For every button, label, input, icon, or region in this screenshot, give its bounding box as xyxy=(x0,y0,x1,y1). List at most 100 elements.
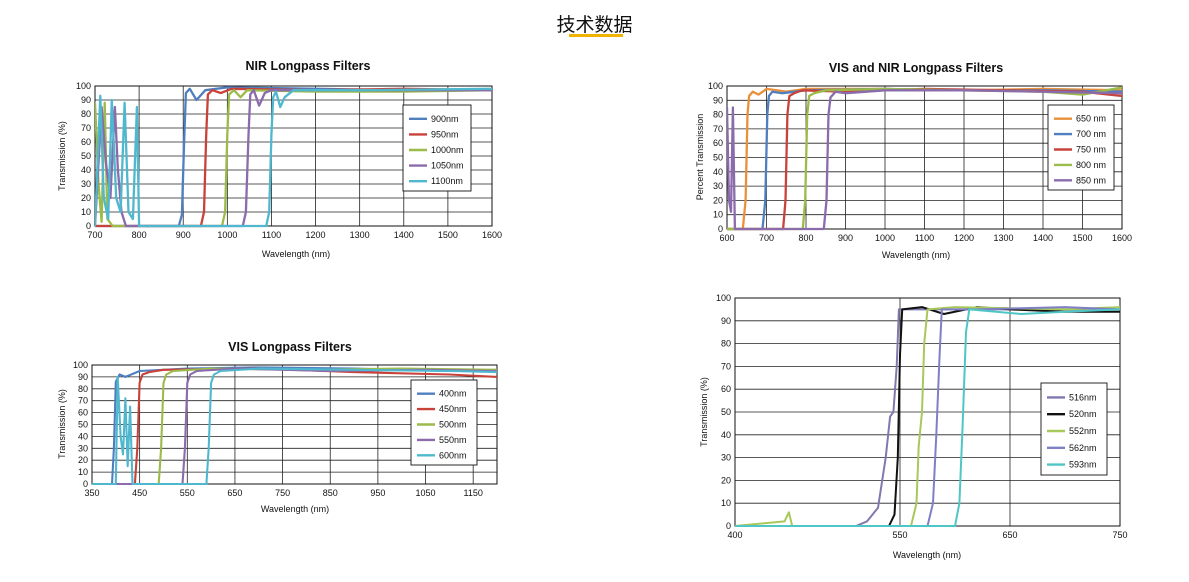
y-tick-label: 100 xyxy=(76,81,91,91)
legend: 650 nm 700 nm 750 nm 800 nm 850 nm xyxy=(1047,104,1115,191)
x-tick-label: 1300 xyxy=(350,230,370,240)
legend-label: 1000nm xyxy=(431,145,464,155)
y-tick-label: 40 xyxy=(721,430,731,440)
y-tick-label: 80 xyxy=(721,339,731,349)
x-tick-label: 1500 xyxy=(1072,233,1092,243)
y-tick-label: 30 xyxy=(78,443,88,453)
y-tick-label: 20 xyxy=(78,455,88,465)
x-tick-label: 600 xyxy=(719,233,734,243)
series-group xyxy=(95,86,492,228)
series-line-552nm xyxy=(735,306,1120,527)
y-tick-label: 10 xyxy=(721,498,731,508)
plot-frame xyxy=(91,364,498,485)
x-tick-label: 800 xyxy=(798,233,813,243)
y-tick-label: 60 xyxy=(81,137,91,147)
y-tick-label: 40 xyxy=(78,431,88,441)
series-line-520nm xyxy=(735,306,1120,527)
y-tick-label: 70 xyxy=(78,396,88,406)
series-line-593nm xyxy=(735,308,1120,527)
x-tick-label: 1600 xyxy=(482,230,502,240)
series-group xyxy=(735,306,1120,527)
y-tick-label: 70 xyxy=(721,361,731,371)
y-tick-label: 60 xyxy=(713,138,723,148)
legend-label: 600nm xyxy=(439,450,467,460)
x-tick-label: 650 xyxy=(227,488,242,498)
y-axis-label: Transmission (%) xyxy=(57,121,67,191)
y-tick-label: 80 xyxy=(81,109,91,119)
y-tick-label: 90 xyxy=(78,372,88,382)
y-tick-label: 10 xyxy=(81,207,91,217)
legend-label: 516nm xyxy=(1069,392,1097,402)
x-tick-label: 900 xyxy=(176,230,191,240)
x-tick-label: 950 xyxy=(370,488,385,498)
legend-label: 750 nm xyxy=(1076,145,1106,155)
legend-label: 950nm xyxy=(431,129,459,139)
series-group xyxy=(92,366,497,486)
chart-narrow: 0 10 20 30 40 50 60 70 80 90 100 400 550 650 750 Wavele… xyxy=(699,293,1128,560)
y-tick-label: 100 xyxy=(708,81,723,91)
x-tick-label: 400 xyxy=(727,530,742,540)
y-tick-label: 90 xyxy=(81,95,91,105)
legend-label: 1050nm xyxy=(431,161,464,171)
x-tick-label: 700 xyxy=(759,233,774,243)
legend-label: 1100nm xyxy=(431,176,463,186)
x-tick-label: 1000 xyxy=(217,230,237,240)
y-tick-label: 50 xyxy=(81,151,91,161)
y-tick-label: 90 xyxy=(713,95,723,105)
y-tick-label: 100 xyxy=(73,360,88,370)
x-tick-label: 1150 xyxy=(463,488,482,498)
y-tick-label: 10 xyxy=(78,467,88,477)
x-tick-label: 1050 xyxy=(416,488,436,498)
x-tick-label: 1500 xyxy=(438,230,458,240)
legend: 900nm 950nm 1000nm 1050nm 1100nm xyxy=(402,104,472,192)
x-tick-label: 700 xyxy=(87,230,102,240)
y-tick-label: 10 xyxy=(713,210,723,220)
y-tick-label: 0 xyxy=(83,479,88,489)
x-tick-label: 750 xyxy=(1112,530,1127,540)
legend-label: 593nm xyxy=(1069,460,1097,470)
y-tick-label: 60 xyxy=(78,408,88,418)
legend: 400nm 450nm 500nm 550nm 600nm xyxy=(410,379,478,466)
x-tick-label: 1100 xyxy=(915,233,934,243)
y-tick-label: 50 xyxy=(78,420,88,430)
x-axis-label: Wavelength (nm) xyxy=(261,504,329,514)
x-tick-label: 1300 xyxy=(993,233,1013,243)
y-tick-label: 60 xyxy=(721,384,731,394)
x-tick-label: 1000 xyxy=(875,233,895,243)
y-tick-label: 50 xyxy=(713,153,723,163)
legend-label: 850 nm xyxy=(1076,175,1106,185)
x-tick-label: 1400 xyxy=(394,230,414,240)
chart-title: VIS and NIR Longpass Filters xyxy=(829,61,1003,75)
y-tick-label: 30 xyxy=(721,453,731,463)
series-line-1100nm xyxy=(95,87,492,228)
legend-label: 700 nm xyxy=(1076,129,1106,139)
x-tick-label: 1200 xyxy=(306,230,326,240)
legend-label: 900nm xyxy=(431,114,459,124)
x-tick-label: 850 xyxy=(323,488,338,498)
x-axis-label: Wavelength (nm) xyxy=(882,250,950,260)
y-tick-label: 90 xyxy=(721,316,731,326)
chart-title: VIS Longpass Filters xyxy=(228,340,352,354)
y-tick-label: 50 xyxy=(721,407,731,417)
chart-nir: NIR Longpass Filters 0 10 20 30 40 50 60 70 80 90 1… xyxy=(57,59,502,259)
y-tick-label: 80 xyxy=(713,110,723,120)
chart-title: NIR Longpass Filters xyxy=(245,59,370,73)
title-underline xyxy=(569,34,623,37)
x-tick-label: 550 xyxy=(892,530,907,540)
x-tick-label: 1100 xyxy=(262,230,281,240)
x-tick-label: 900 xyxy=(838,233,853,243)
series-line-450nm xyxy=(92,367,497,486)
x-axis-label: Wavelength (nm) xyxy=(893,550,961,560)
y-tick-label: 40 xyxy=(81,165,91,175)
x-tick-label: 550 xyxy=(180,488,195,498)
chart-vis-nir: VIS and NIR Longpass Filters 0 10 20 30 40 50 6… xyxy=(695,61,1132,260)
x-axis-label: Wavelength (nm) xyxy=(262,249,330,259)
page-title: 技术数据 xyxy=(556,14,633,36)
y-tick-label: 0 xyxy=(726,521,731,531)
y-tick-label: 20 xyxy=(713,195,723,205)
x-tick-label: 650 xyxy=(1002,530,1017,540)
x-tick-label: 450 xyxy=(132,488,147,498)
y-tick-label: 70 xyxy=(81,123,91,133)
legend-label: 520nm xyxy=(1069,409,1097,419)
